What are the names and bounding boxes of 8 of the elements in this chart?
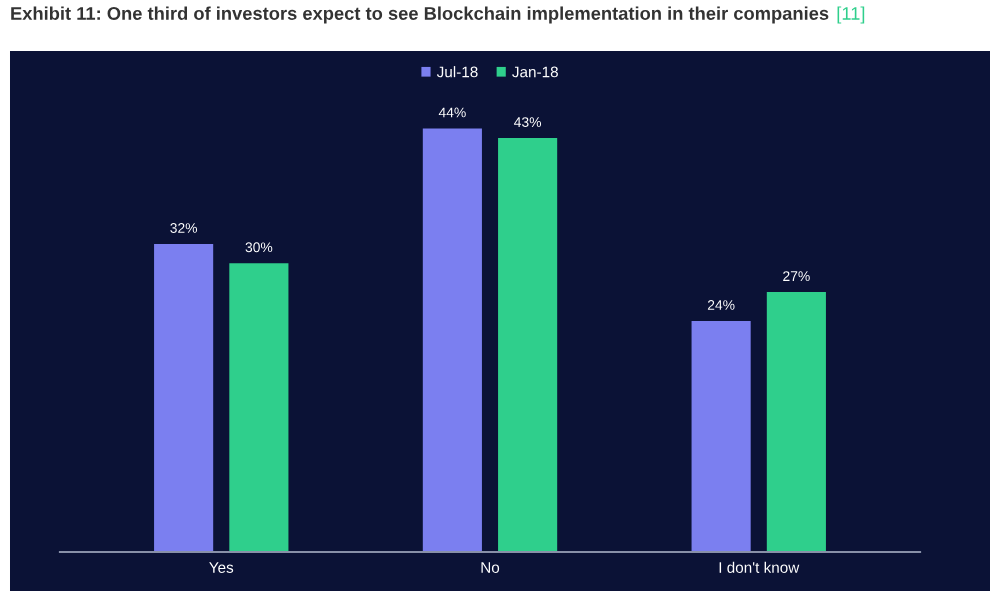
text: [11] (837, 6, 865, 24)
bar (498, 138, 558, 552)
chart-title: Exhibit 11: One third of investors expect to see Blockchain implementation in their companies (11, 6, 829, 24)
bar (154, 243, 214, 552)
bar (766, 292, 826, 552)
bar (422, 128, 482, 552)
bar (229, 263, 289, 552)
bar (691, 320, 751, 552)
